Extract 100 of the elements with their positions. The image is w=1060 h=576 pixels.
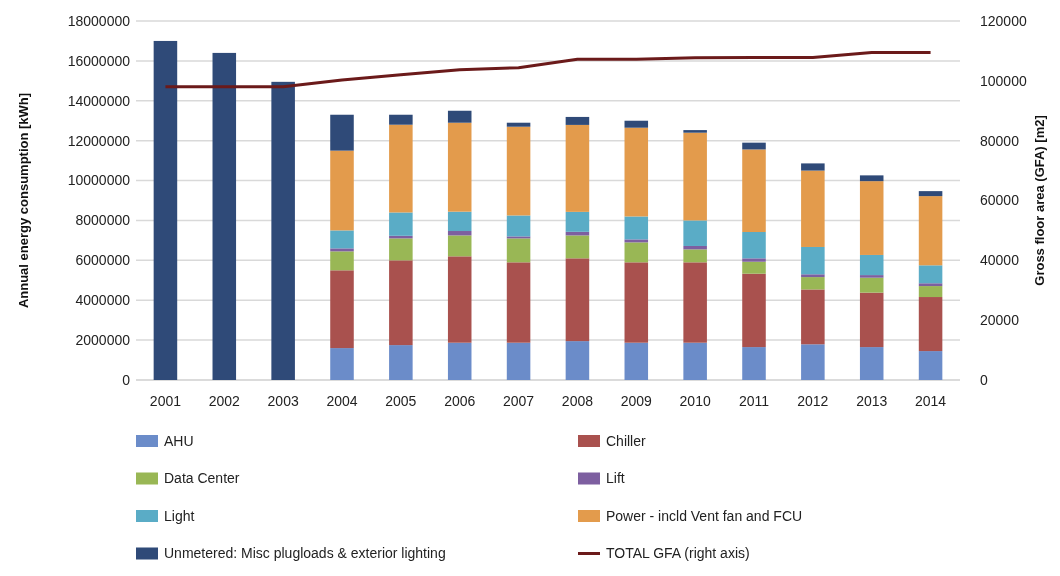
bar [742,258,766,262]
bar [801,246,825,275]
y-tick-label: 16000000 [67,52,131,69]
bar [565,211,590,232]
bar [859,275,884,278]
x-tick-label: 2003 [267,393,299,409]
bar [859,254,884,276]
x-tick-label: 2011 [738,393,770,409]
legend-label: Unmetered: Misc plugloads & exterior lighting [164,545,446,562]
y-tick-label: 2000000 [75,332,131,349]
x-tick-label: 2014 [914,393,947,409]
bar [624,127,649,217]
legend-label: Power - incld Vent fan and FCU [606,507,803,524]
y-tick-label: 8000000 [75,212,131,229]
bar [683,220,707,246]
bar [742,347,766,380]
bar [742,142,766,150]
bar [330,251,354,271]
x-tick-label: 2005 [385,393,417,409]
x-tick-label: 2008 [561,393,594,409]
line-series [163,50,933,89]
bar [506,238,531,263]
x-tick-label: 2001 [149,393,182,409]
bar [624,262,649,343]
bar [447,211,472,232]
bar [506,262,531,343]
x-tick-label: 2013 [856,393,888,409]
y2-axis-title: Gross floor area (GFA) [m2] [1032,115,1047,286]
y-tick-label: 12000000 [67,132,131,149]
y-tick-label: 14000000 [67,92,131,109]
bar [801,274,825,278]
legend-label: Light [164,507,195,524]
y2-tick-label: 40000 [980,252,1020,269]
bar [153,40,178,380]
bar [330,150,354,231]
bar [918,265,943,284]
bar [683,130,707,133]
legend-label: TOTAL GFA (right axis) [606,545,750,562]
bar [565,341,590,380]
bar [918,286,943,298]
bar [624,342,649,380]
bar [271,81,295,380]
y-tick-label: 0 [122,371,131,388]
x-tick-label: 2006 [444,393,476,409]
bar [506,342,531,380]
x-tick-label: 2009 [620,393,653,409]
y-tick-label: 10000000 [67,172,131,189]
bar [565,235,590,259]
bar [447,235,472,257]
bar [742,149,766,233]
bar [447,122,472,212]
legend-label: AHU [164,432,194,449]
bar [506,215,531,237]
bar [565,116,590,125]
bar [330,114,354,151]
bar [447,256,472,343]
bar [801,344,825,380]
bar [389,238,413,261]
y-tick-label: 4000000 [75,292,131,309]
y2-tick-label: 60000 [980,192,1020,209]
bar [742,273,766,348]
bar [918,351,943,380]
bar [330,230,354,249]
legend-label: Chiller [606,432,647,449]
bar [389,212,413,236]
y2-tick-label: 120000 [980,12,1027,29]
bar [918,283,943,287]
bar [565,124,590,212]
bar [801,277,825,290]
bar [859,292,884,348]
bar [624,242,649,263]
bar [389,260,413,346]
bar [389,114,413,125]
bar [683,342,707,380]
bar [801,289,825,345]
bar [859,181,884,255]
y-axis-title: Annual energy consumption [kWh] [16,92,31,309]
bar [801,170,825,247]
bar [389,345,413,380]
legend-label: Lift [606,470,625,487]
legend-label: Data Center [164,470,240,487]
bar [742,261,766,274]
bar [447,342,472,380]
bar [801,163,825,171]
bar [859,175,884,182]
bar [683,262,707,343]
bar [212,52,237,380]
bar [330,348,354,380]
bar [330,270,354,349]
x-tick-label: 2004 [326,393,358,409]
bar [447,110,472,123]
bar [918,297,943,352]
y2-tick-label: 100000 [980,72,1027,89]
y2-tick-label: 20000 [980,312,1020,329]
bar [624,216,649,240]
x-tick-label: 2012 [797,393,829,409]
bar [742,232,766,259]
x-tick-label: 2007 [502,393,535,409]
bar [683,132,707,221]
bar [918,191,943,197]
